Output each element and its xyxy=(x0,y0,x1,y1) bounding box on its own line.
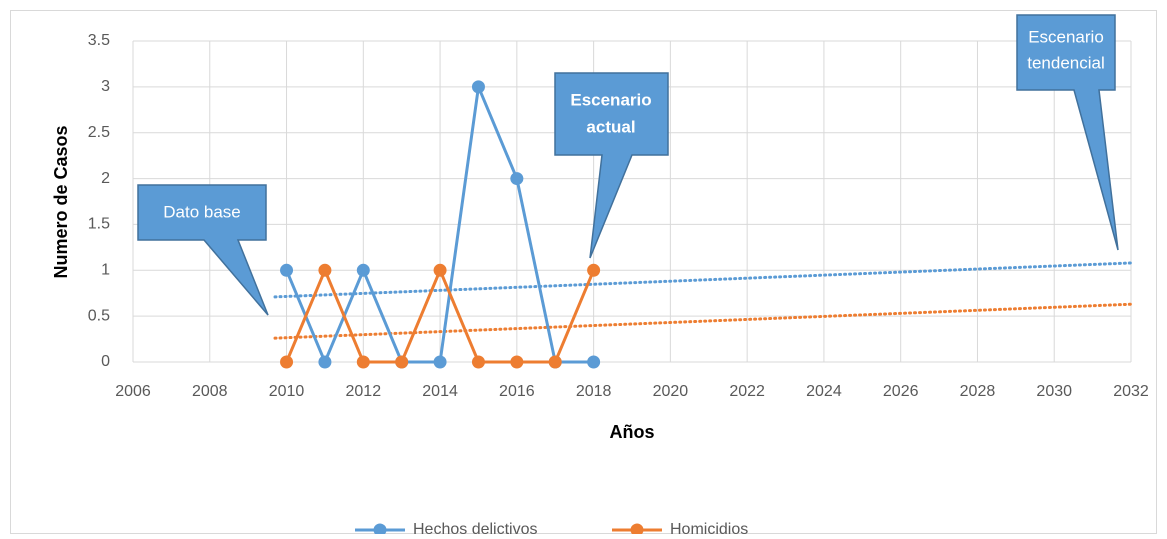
data-point xyxy=(280,263,294,277)
x-tick-label: 2006 xyxy=(115,383,151,400)
x-tick-label: 2008 xyxy=(192,383,228,400)
x-tick-label: 2030 xyxy=(1036,383,1072,400)
data-point xyxy=(280,355,294,369)
annotation: Escenario xyxy=(570,90,651,109)
callout-shape xyxy=(1016,14,1119,251)
x-tick-label: 2024 xyxy=(806,383,842,400)
callout-shape xyxy=(137,184,269,316)
x-tick-label: 2016 xyxy=(499,383,535,400)
data-point xyxy=(510,355,524,369)
y-tick-label: 0 xyxy=(101,353,110,370)
annotation: Dato base xyxy=(163,202,241,221)
callout: Escenario tendencial xyxy=(1016,14,1119,251)
y-tick-label: 3.5 xyxy=(88,32,110,49)
data-point xyxy=(433,355,447,369)
x-tick-label: 2012 xyxy=(346,383,382,400)
x-tick-label: 2026 xyxy=(883,383,919,400)
data-point xyxy=(433,263,447,277)
x-tick-label: 2010 xyxy=(269,383,305,400)
callout: Dato base xyxy=(137,184,269,316)
y-tick-label: 2 xyxy=(101,170,110,187)
data-point xyxy=(587,355,601,369)
legend-marker xyxy=(630,523,644,537)
annotation: Escenario xyxy=(1028,27,1104,46)
trendline xyxy=(273,261,1133,299)
legend-marker xyxy=(373,523,387,537)
data-point xyxy=(548,355,562,369)
legend-label: Homicidios xyxy=(670,521,748,534)
x-tick-label: 2014 xyxy=(422,383,458,400)
data-point xyxy=(318,355,332,369)
x-tick-label: 2018 xyxy=(576,383,612,400)
data-point xyxy=(356,263,370,277)
plot: 0 0.5 1 1.5 2 2.5 3 3.5 2006 2008 2010 2012 2014 2016… xyxy=(88,32,1149,400)
data-point xyxy=(587,263,601,277)
data-point xyxy=(356,355,370,369)
y-tick-label: 3 xyxy=(101,78,110,95)
trendline xyxy=(273,302,1133,340)
x-tick-label: 2032 xyxy=(1113,383,1149,400)
annotation: actual xyxy=(586,117,635,136)
data-point xyxy=(471,80,485,94)
y-tick-label: 0.5 xyxy=(88,307,110,324)
data-point xyxy=(318,263,332,277)
data-point xyxy=(471,355,485,369)
x-tick-label: 2022 xyxy=(729,383,765,400)
annotation: tendencial xyxy=(1027,53,1105,72)
y-tick-label: 1.5 xyxy=(88,216,110,233)
data-point xyxy=(510,172,524,186)
callout: Escenario actual xyxy=(554,72,669,259)
legend-label: Hechos delictivos xyxy=(413,521,538,534)
x-tick-label: 2028 xyxy=(960,383,996,400)
y-tick-label: 1 xyxy=(101,262,110,279)
callout-shape xyxy=(554,72,669,259)
x-tick-label: 2020 xyxy=(653,383,689,400)
y-axis-title: Numero de Casos xyxy=(51,125,71,278)
x-axis-title: Años xyxy=(610,422,655,442)
y-tick-label: 2.5 xyxy=(88,124,110,141)
data-point xyxy=(395,355,409,369)
